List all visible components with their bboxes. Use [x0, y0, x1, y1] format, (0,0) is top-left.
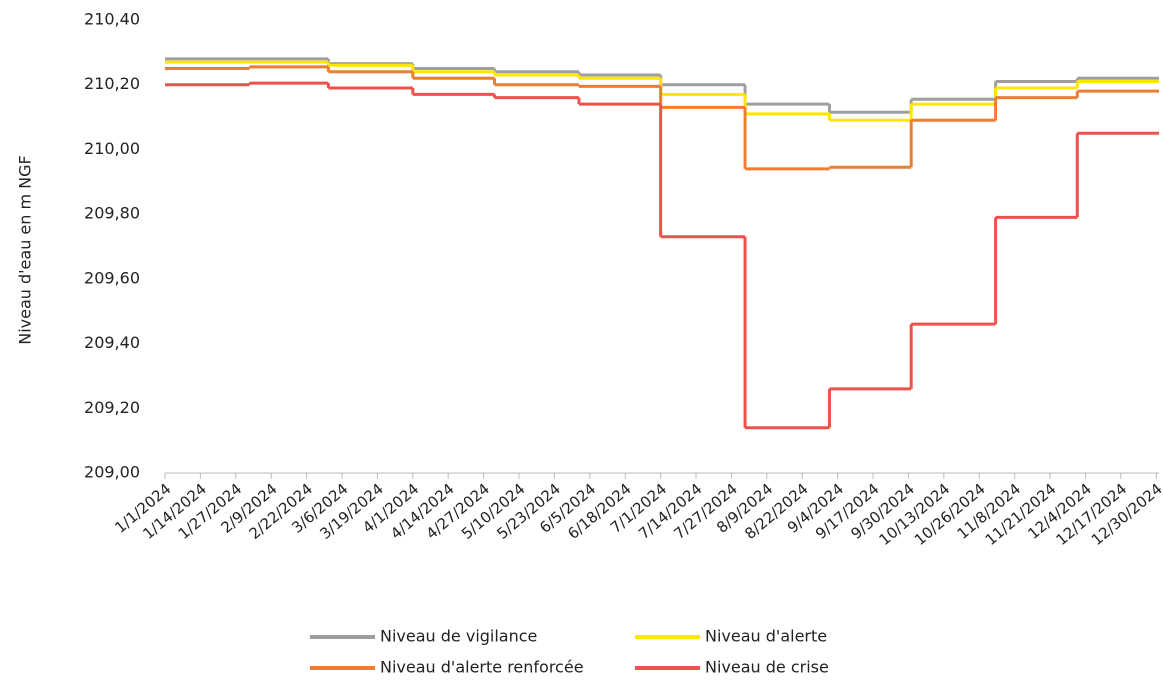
- y-tick-label: 210,00: [84, 139, 140, 158]
- legend-label: Niveau d'alerte renforcée: [380, 658, 584, 677]
- y-tick-label: 210,40: [84, 10, 140, 29]
- y-tick-label: 209,40: [84, 333, 140, 352]
- legend-label: Niveau de crise: [705, 658, 829, 677]
- legend-label: Niveau de vigilance: [380, 627, 537, 646]
- legend-label: Niveau d'alerte: [705, 627, 827, 646]
- y-tick-label: 209,20: [84, 398, 140, 417]
- y-axis-title: Niveau d'eau en m NGF: [16, 155, 35, 345]
- y-tick-label: 209,80: [84, 204, 140, 223]
- y-tick-label: 209,00: [84, 463, 140, 482]
- y-tick-label: 209,60: [84, 268, 140, 287]
- y-tick-label: 210,20: [84, 74, 140, 93]
